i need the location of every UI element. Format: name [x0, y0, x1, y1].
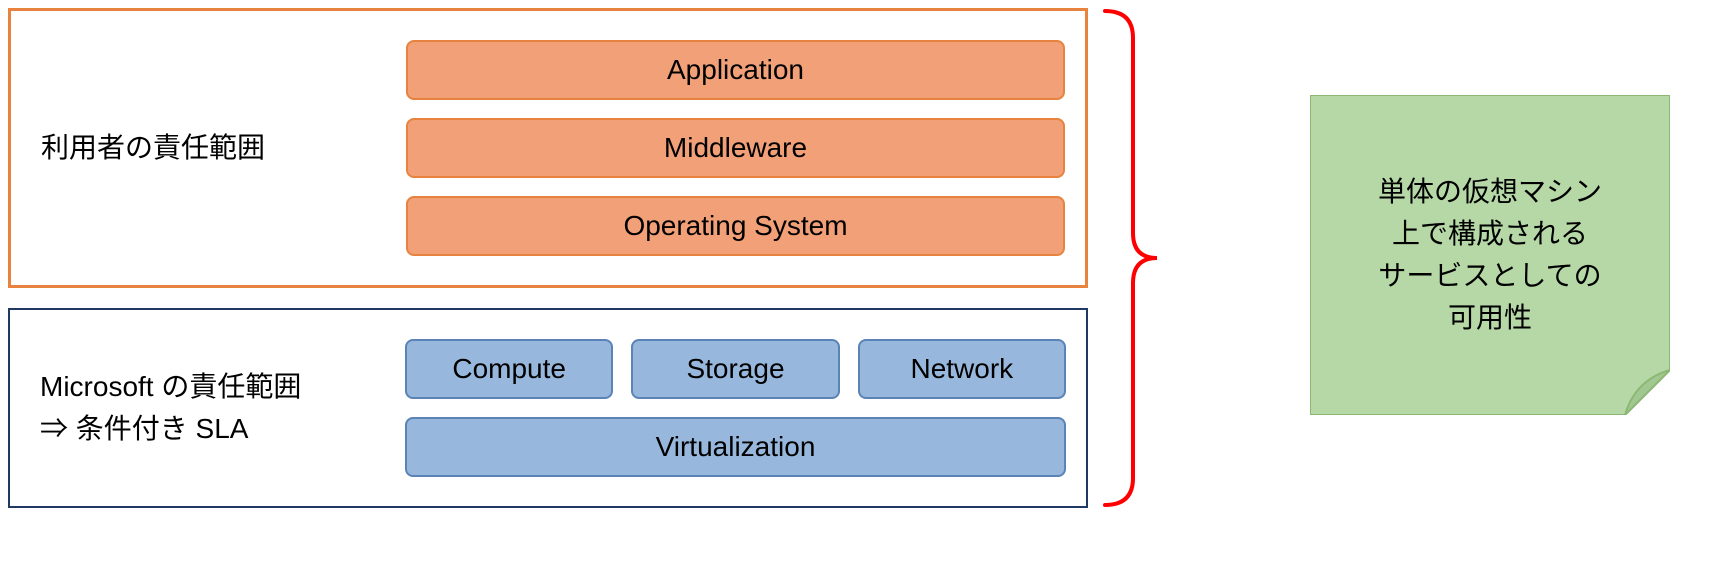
ms-layer-box: Storage — [631, 339, 839, 399]
microsoft-responsibility-panel: Microsoft の責任範囲 ⇒ 条件付き SLA Compute Storag… — [8, 308, 1088, 508]
user-layer-box: Middleware — [406, 118, 1065, 178]
note-line3: サービスとしての — [1378, 260, 1601, 291]
user-layer-box: Application — [406, 40, 1065, 100]
ms-layer-box: Network — [858, 339, 1066, 399]
ms-layer-row: Compute Storage Network — [405, 339, 1066, 399]
user-layer-box: Operating System — [406, 196, 1065, 256]
diagram-container: 利用者の責任範囲 Application Middleware Operating … — [0, 0, 1715, 563]
user-responsibility-panel: 利用者の責任範囲 Application Middleware Operating … — [8, 8, 1088, 288]
ms-label-line2: ⇒ 条件付き SLA — [40, 413, 248, 444]
note-line4: 可用性 — [1448, 302, 1532, 333]
note-line1: 単体の仮想マシン — [1378, 176, 1602, 207]
ms-panel-label: Microsoft の責任範囲 ⇒ 条件付き SLA — [10, 366, 405, 450]
ms-layers: Compute Storage Network Virtualization — [405, 319, 1086, 497]
grouping-bracket — [1100, 8, 1160, 508]
user-panel-label: 利用者の責任範囲 — [11, 127, 406, 169]
note-text: 単体の仮想マシン 上で構成される サービスとしての 可用性 — [1358, 171, 1622, 339]
user-layers: Application Middleware Operating System — [406, 20, 1085, 276]
availability-note: 単体の仮想マシン 上で構成される サービスとしての 可用性 — [1310, 95, 1670, 415]
ms-layer-box: Virtualization — [405, 417, 1066, 477]
note-line2: 上で構成される — [1392, 218, 1588, 249]
ms-layer-box: Compute — [405, 339, 613, 399]
ms-label-line1: Microsoft の責任範囲 — [40, 371, 301, 402]
